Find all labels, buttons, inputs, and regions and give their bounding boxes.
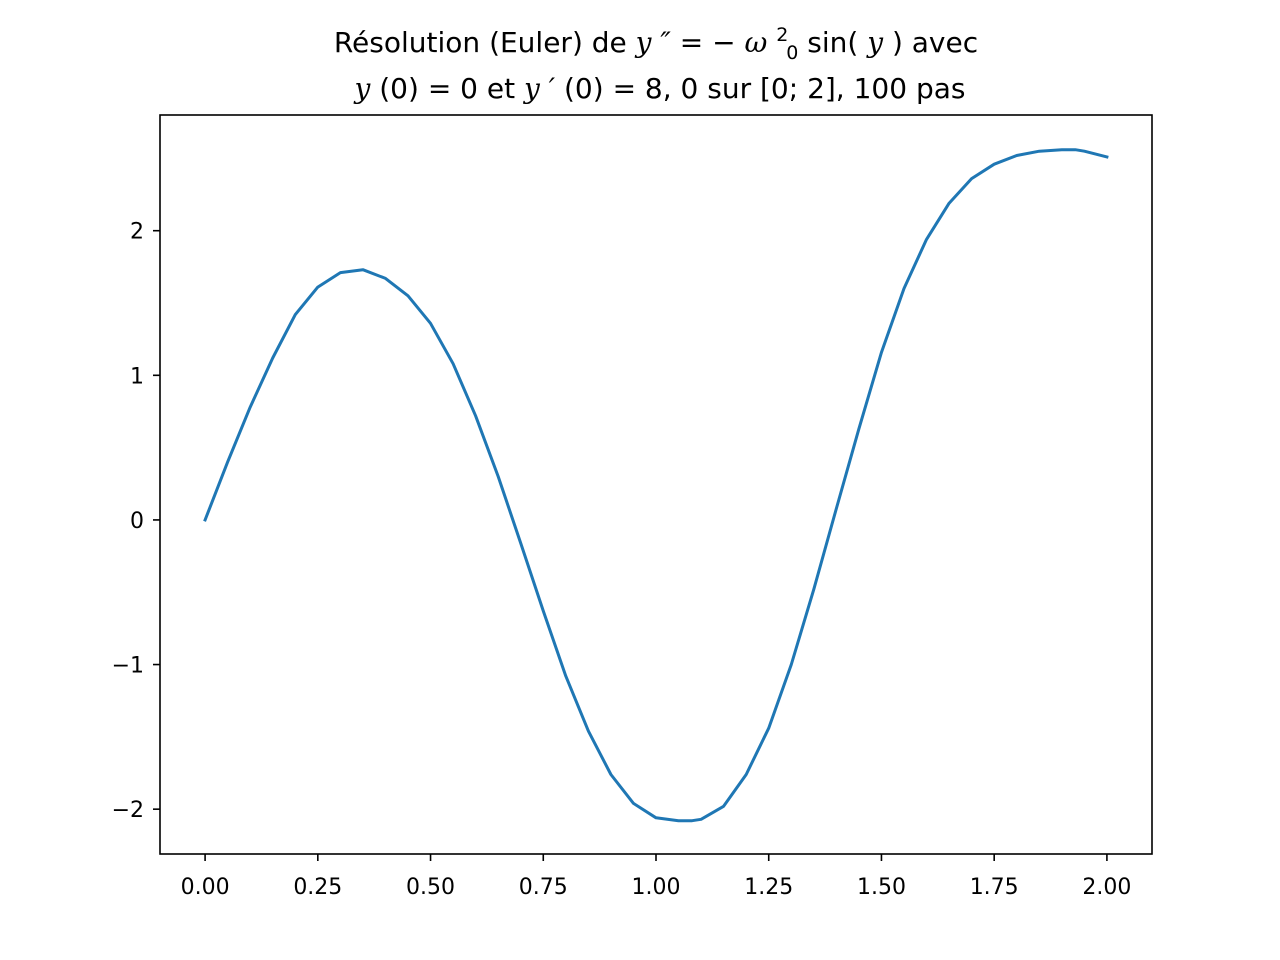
x-tick-label: 0.25 [293, 875, 342, 900]
title2-prime: ′ [549, 72, 556, 105]
chart-title-line-1: Résolution (Euler) de y ″ = − ω 2 0 sin(… [334, 15, 978, 66]
title-suffix: ) avec [892, 26, 978, 59]
x-tick-label: 0.50 [406, 875, 455, 900]
title-equals: = − [680, 26, 736, 59]
x-tick-label: 1.75 [970, 875, 1019, 900]
title-y2: y [865, 26, 884, 59]
x-tick-label: 0.75 [519, 875, 568, 900]
title2-y2: y [522, 72, 541, 105]
title2-b: (0) = 8, 0 sur [0; 2], 100 pas [564, 72, 965, 105]
y-axis: −2 −1 0 1 2 [112, 220, 160, 823]
title-omega: ω [745, 26, 768, 59]
x-tick-label: 2.00 [1082, 875, 1131, 900]
title-omega-sub: 0 [786, 42, 798, 64]
title-prefix: Résolution (Euler) de [334, 26, 636, 59]
y-tick-label: 1 [130, 364, 144, 389]
title-double-prime: ″ [660, 26, 671, 59]
x-tick-label: 1.00 [632, 875, 681, 900]
title2-a: (0) = 0 et [379, 72, 524, 105]
series-line-0 [203, 148, 1109, 823]
y-tick-label: 2 [130, 220, 144, 245]
y-tick-label: −2 [112, 798, 144, 823]
x-axis: 0.00 0.25 0.50 0.75 1.00 1.25 1.50 1.75 2.00 [181, 854, 1131, 900]
plot-area [203, 148, 1109, 823]
y-tick-label: −1 [112, 654, 144, 679]
chart-title-line-2: y (0) = 0 et y ′ (0) = 8, 0 sur [0; 2], … [353, 72, 966, 105]
y-tick-label: 0 [130, 509, 144, 534]
title-y: y [634, 26, 653, 59]
x-tick-label: 1.50 [857, 875, 906, 900]
axes-frame [159, 114, 1153, 855]
title-sin: sin( [807, 26, 858, 59]
title2-y: y [353, 72, 372, 105]
x-tick-label: 0.00 [181, 875, 230, 900]
x-tick-label: 1.25 [744, 875, 793, 900]
title-omega-sup: 2 [776, 24, 788, 46]
